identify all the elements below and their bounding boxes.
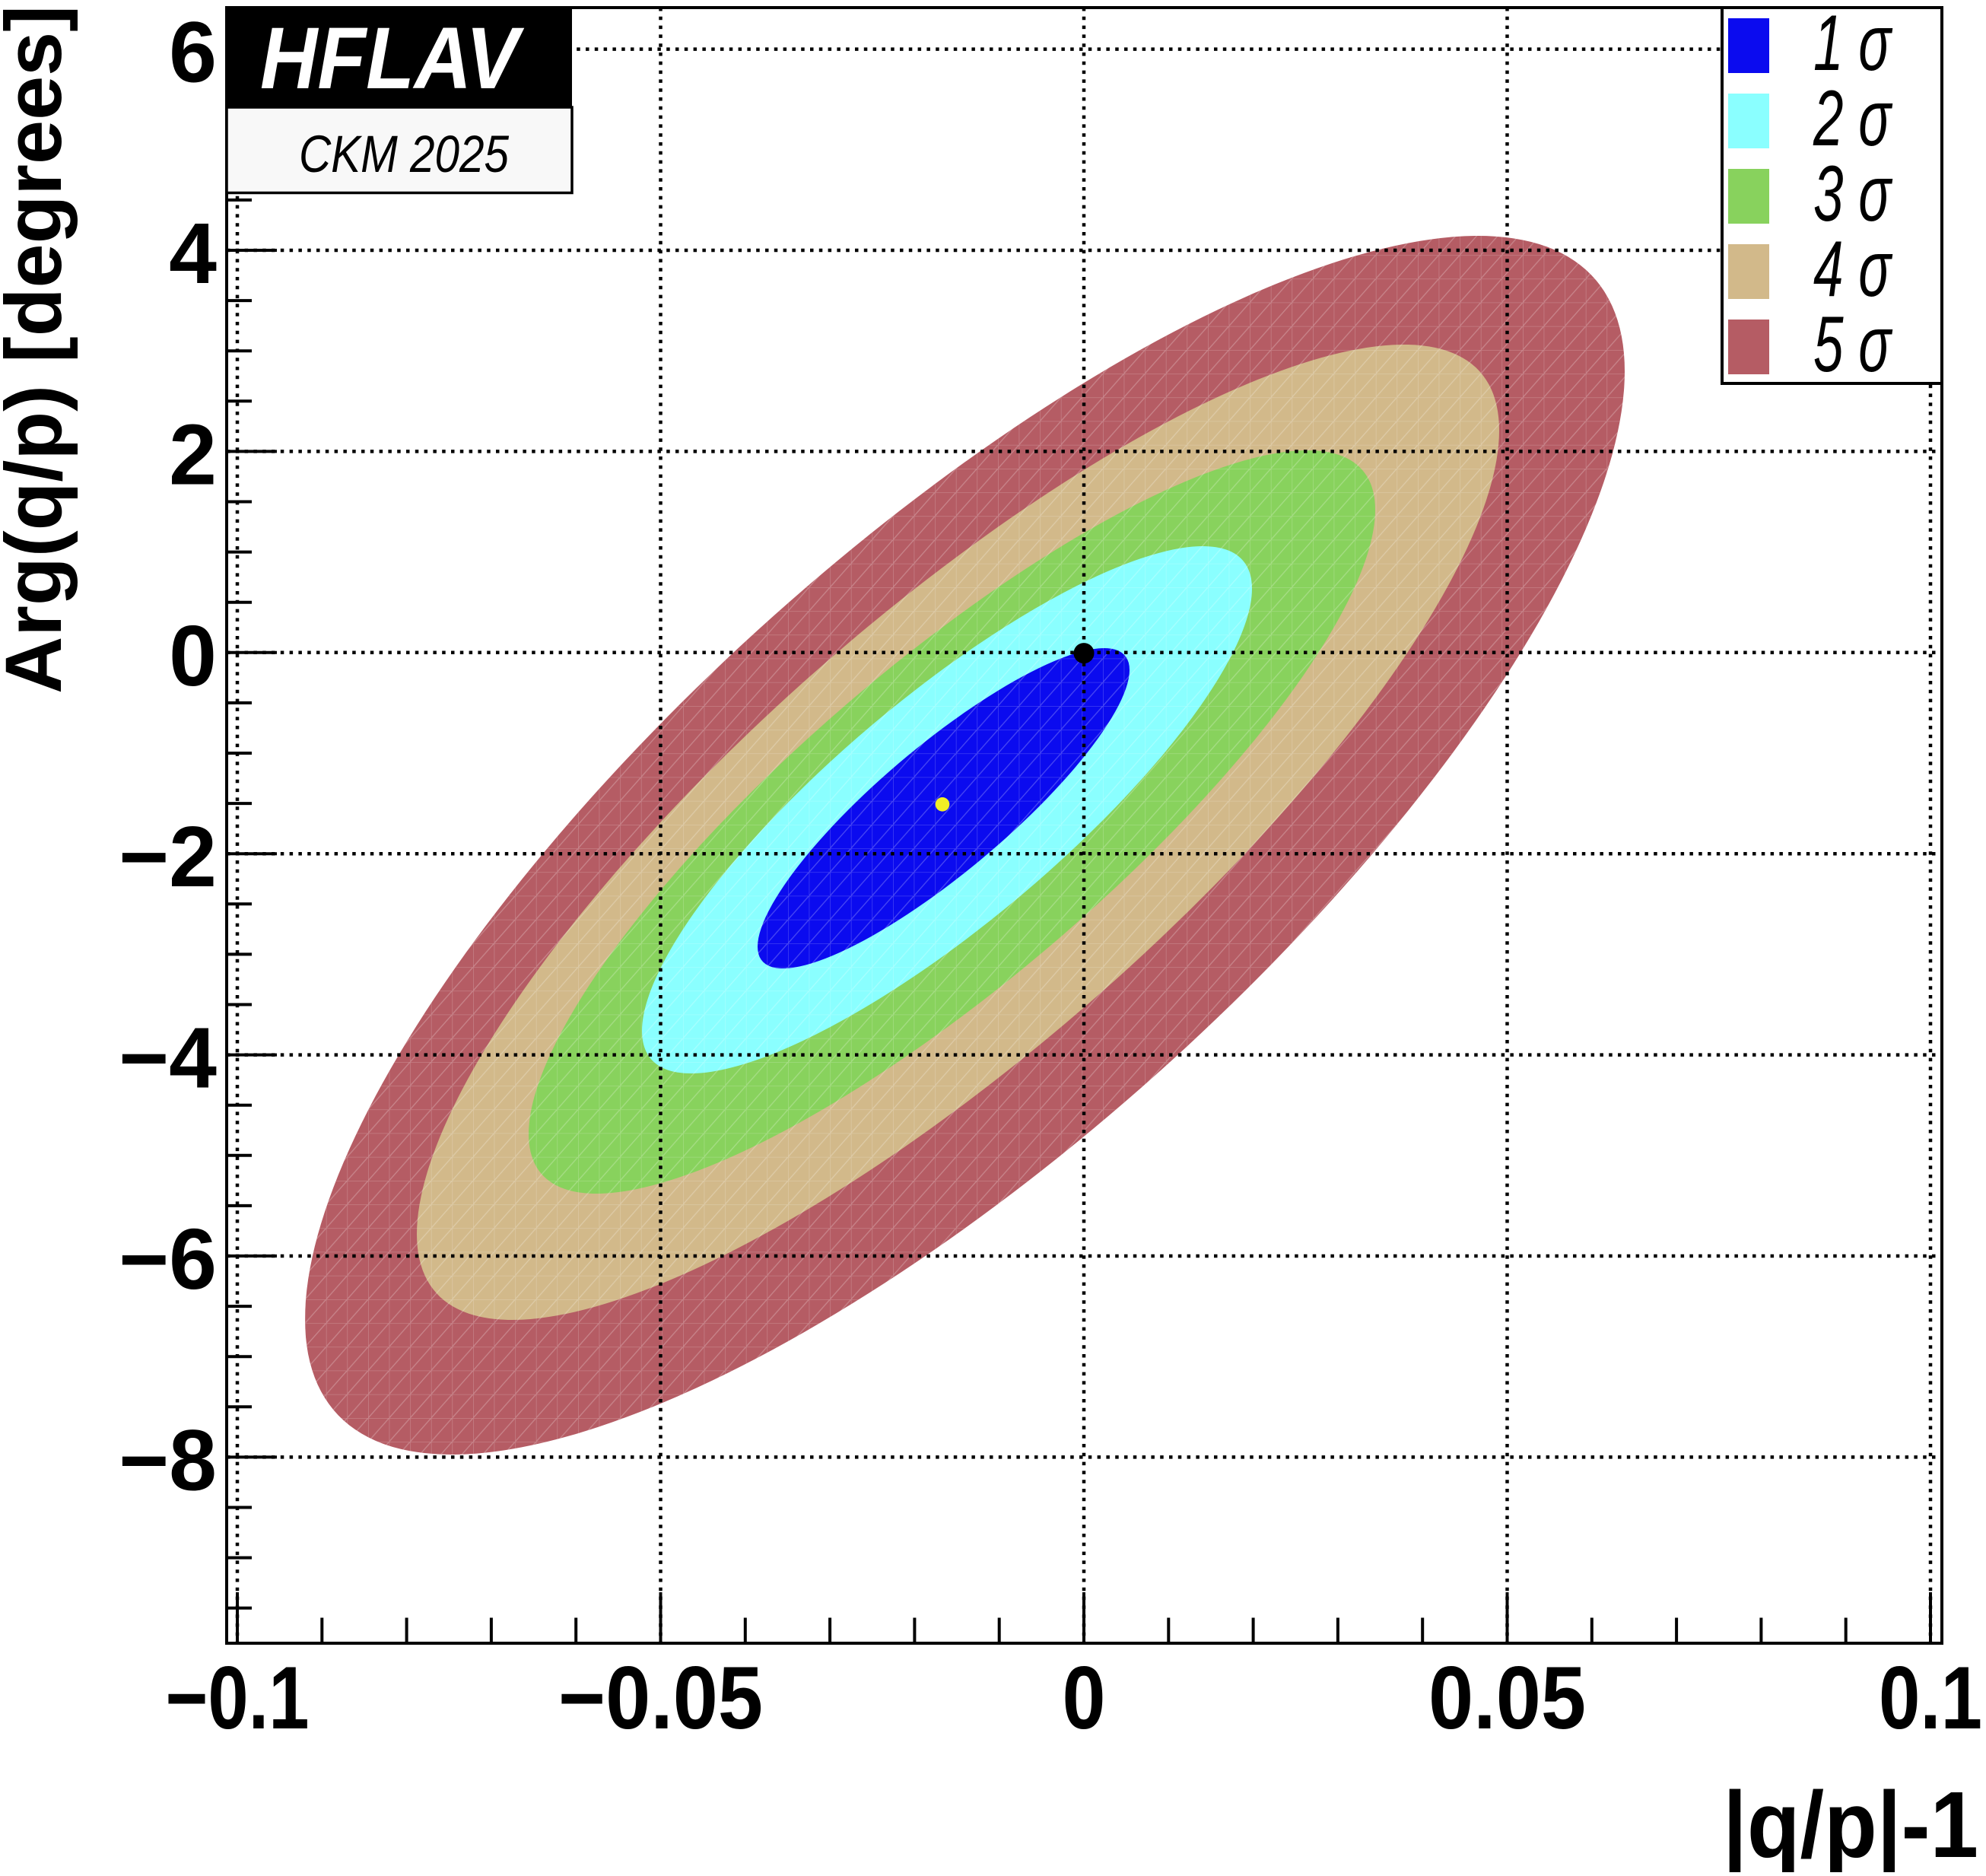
svg-text:−0.05: −0.05 [558,1648,763,1747]
svg-text:4 σ: 4 σ [1813,225,1892,313]
svg-text:−2: −2 [119,809,217,905]
svg-text:1 σ: 1 σ [1813,0,1892,87]
svg-text:−4: −4 [119,1010,217,1106]
svg-text:0.1: 0.1 [1879,1648,1982,1747]
svg-text:0: 0 [169,608,217,704]
svg-text:−6: −6 [119,1211,217,1307]
svg-text:|q/p|-1: |q/p|-1 [1723,1773,1978,1872]
svg-text:6: 6 [169,5,217,100]
svg-text:5 σ: 5 σ [1813,300,1892,389]
svg-text:2 σ: 2 σ [1813,75,1892,163]
svg-text:0: 0 [1063,1648,1106,1747]
svg-text:−0.1: −0.1 [166,1648,310,1747]
svg-text:HFLAV: HFLAV [260,10,525,107]
svg-text:4: 4 [169,205,217,301]
svg-text:Arg(q/p) [degrees]: Arg(q/p) [degrees] [0,5,78,694]
svg-text:3 σ: 3 σ [1813,150,1892,238]
svg-text:CKM 2025: CKM 2025 [299,125,510,183]
svg-text:0.05: 0.05 [1428,1648,1586,1747]
svg-text:2: 2 [169,406,217,502]
svg-text:−8: −8 [119,1412,217,1508]
